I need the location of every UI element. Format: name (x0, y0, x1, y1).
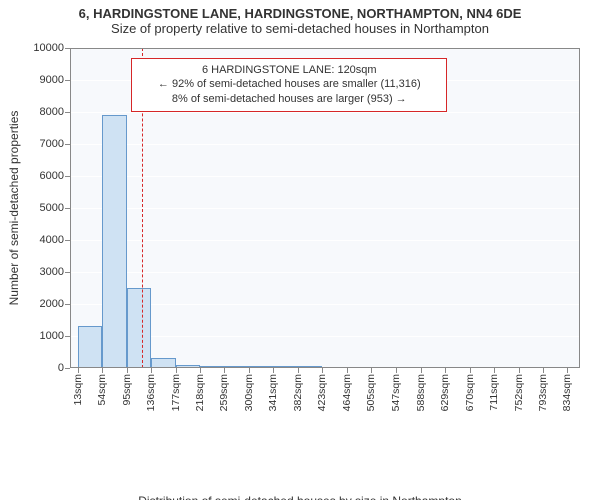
x-tick-mark (567, 368, 568, 373)
x-tick-label: 423sqm (316, 374, 328, 411)
x-tick-label: 300sqm (243, 374, 255, 411)
y-tick-mark (65, 304, 70, 305)
y-tick-mark (65, 208, 70, 209)
gridline (70, 240, 580, 241)
callout-line-1: 6 HARDINGSTONE LANE: 120sqm (140, 63, 438, 78)
callout-box: 6 HARDINGSTONE LANE: 120sqm ← 92% of sem… (131, 58, 447, 113)
histogram-bar (200, 366, 224, 368)
callout-line-3: 8% of semi-detached houses are larger (9… (140, 92, 438, 107)
x-tick-mark (298, 368, 299, 373)
x-axis-title: Distribution of semi-detached houses by … (0, 440, 600, 500)
gridline (70, 112, 580, 113)
x-tick-mark (396, 368, 397, 373)
histogram-bar (78, 326, 102, 368)
gridline (70, 176, 580, 177)
x-tick-label: 588sqm (415, 374, 427, 411)
gridline (70, 144, 580, 145)
x-tick-mark (249, 368, 250, 373)
x-tick-mark (322, 368, 323, 373)
x-tick-label: 341sqm (267, 374, 279, 411)
x-tick-mark (371, 368, 372, 373)
x-tick-mark (224, 368, 225, 373)
x-tick-mark (445, 368, 446, 373)
chart-title-sub: Size of property relative to semi-detach… (0, 21, 600, 40)
x-tick-mark (519, 368, 520, 373)
histogram-bar (176, 365, 200, 368)
y-tick-mark (65, 144, 70, 145)
x-tick-label: 382sqm (292, 374, 304, 411)
x-tick-mark (273, 368, 274, 373)
histogram-bar (102, 115, 126, 368)
histogram-bar (249, 366, 273, 368)
x-tick-label: 547sqm (390, 374, 402, 411)
x-tick-label: 464sqm (341, 374, 353, 411)
x-tick-mark (176, 368, 177, 373)
x-tick-label: 629sqm (439, 374, 451, 411)
x-tick-mark (200, 368, 201, 373)
callout-line-2: ← 92% of semi-detached houses are smalle… (140, 77, 438, 92)
x-tick-mark (494, 368, 495, 373)
x-tick-mark (347, 368, 348, 373)
x-tick-label: 505sqm (365, 374, 377, 411)
x-tick-label: 793sqm (537, 374, 549, 411)
x-tick-label: 13sqm (72, 374, 84, 406)
x-tick-mark (470, 368, 471, 373)
y-tick-mark (65, 176, 70, 177)
y-tick-mark (65, 336, 70, 337)
histogram-bar (273, 366, 297, 368)
x-tick-mark (151, 368, 152, 373)
x-tick-label: 95sqm (121, 374, 133, 406)
x-tick-mark (543, 368, 544, 373)
chart-title-main: 6, HARDINGSTONE LANE, HARDINGSTONE, NORT… (0, 0, 600, 21)
x-tick-label: 54sqm (96, 374, 108, 406)
y-tick-mark (65, 240, 70, 241)
histogram-bar (224, 366, 248, 368)
chart-wrap: Number of semi-detached properties 6 HAR… (0, 40, 600, 440)
y-tick-mark (65, 112, 70, 113)
x-tick-mark (421, 368, 422, 373)
x-tick-label: 136sqm (145, 374, 157, 411)
x-tick-mark (102, 368, 103, 373)
x-tick-label: 670sqm (464, 374, 476, 411)
y-tick-mark (65, 272, 70, 273)
x-tick-label: 218sqm (194, 374, 206, 411)
y-tick-mark (65, 48, 70, 49)
plot-area: 6 HARDINGSTONE LANE: 120sqm ← 92% of sem… (70, 48, 580, 368)
x-tick-label: 711sqm (488, 374, 500, 411)
x-tick-label: 259sqm (218, 374, 230, 411)
histogram-bar (127, 288, 151, 368)
y-tick-mark (65, 368, 70, 369)
x-tick-mark (127, 368, 128, 373)
y-tick-mark (65, 80, 70, 81)
y-axis-label: Number of semi-detached properties (7, 111, 21, 306)
x-tick-label: 177sqm (170, 374, 182, 411)
x-tick-label: 834sqm (561, 374, 573, 411)
histogram-bar (151, 358, 175, 368)
gridline (70, 272, 580, 273)
x-tick-label: 752sqm (513, 374, 525, 411)
x-tick-mark (78, 368, 79, 373)
gridline (70, 208, 580, 209)
histogram-bar (298, 366, 322, 368)
